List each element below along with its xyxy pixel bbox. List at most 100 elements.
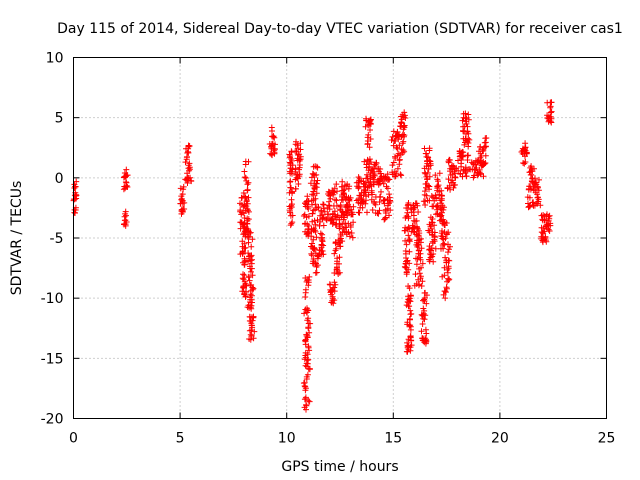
data-point (436, 170, 443, 177)
data-point (401, 132, 408, 139)
data-point (250, 335, 257, 342)
data-point (447, 243, 453, 250)
data-point (331, 297, 338, 304)
data-point (382, 215, 388, 222)
data-point (423, 330, 430, 337)
data-point (414, 242, 421, 249)
data-point (314, 255, 321, 262)
data-point (123, 182, 130, 189)
data-point (336, 269, 343, 276)
data-point (245, 216, 252, 223)
data-point (422, 202, 429, 208)
data-point (345, 229, 352, 235)
data-point (384, 185, 391, 192)
data-point (445, 176, 452, 183)
data-point (401, 148, 408, 155)
data-point (379, 177, 386, 184)
data-point (306, 366, 313, 373)
data-point (535, 187, 542, 194)
data-point (423, 300, 430, 307)
data-point (344, 210, 351, 217)
data-point (394, 165, 401, 172)
data-point (445, 249, 451, 256)
data-point (312, 195, 319, 202)
data-point (310, 236, 317, 243)
data-point (464, 152, 471, 159)
x-axis-label: GPS time / hours (281, 459, 398, 475)
data-point (339, 238, 346, 245)
data-point (327, 281, 334, 288)
data-point (243, 282, 250, 289)
data-point (398, 172, 405, 179)
data-point (245, 258, 251, 265)
data-point (297, 146, 304, 153)
data-point (289, 219, 296, 226)
data-point (314, 177, 321, 184)
data-point (461, 141, 468, 148)
data-point (340, 197, 346, 204)
data-point (123, 166, 130, 173)
data-point (450, 184, 457, 191)
data-point (248, 302, 255, 309)
data-point (296, 162, 303, 168)
data-point (528, 163, 535, 170)
data-point (438, 195, 445, 202)
data-point (433, 195, 440, 202)
data-point (548, 108, 555, 115)
data-point (522, 144, 529, 151)
data-point (344, 181, 351, 188)
data-point (301, 310, 308, 317)
data-point (247, 253, 254, 260)
data-point (306, 329, 313, 336)
data-point (441, 204, 447, 211)
data-point (242, 244, 249, 251)
data-point (367, 127, 373, 133)
data-point (297, 140, 304, 147)
data-point (419, 278, 426, 285)
data-point (246, 277, 253, 284)
data-point (445, 265, 452, 272)
data-point (247, 331, 254, 338)
data-point (396, 142, 403, 149)
data-point (481, 160, 488, 167)
data-point (406, 285, 413, 292)
data-point (476, 169, 483, 176)
data-point (182, 159, 189, 166)
data-point (406, 322, 413, 329)
data-point (418, 235, 424, 242)
data-point (244, 200, 251, 207)
data-point (465, 130, 472, 137)
data-point (311, 245, 318, 252)
data-point (440, 219, 447, 225)
data-point (441, 272, 448, 279)
data-point (371, 172, 378, 179)
data-point (425, 182, 432, 189)
data-point (442, 295, 449, 302)
data-point (333, 266, 340, 273)
axis-ticks: 0 5 10 15 20 25 -20 -15 -10 -5 0 5 10 (41, 51, 616, 447)
data-point (548, 99, 555, 106)
data-point (186, 167, 193, 174)
data-point (245, 208, 252, 215)
data-point (386, 200, 392, 207)
data-point (439, 209, 445, 216)
data-point (442, 235, 449, 242)
data-point (320, 222, 327, 229)
data-point (404, 348, 411, 355)
data-point (428, 245, 435, 251)
data-point (419, 260, 426, 267)
data-point (390, 159, 397, 166)
data-point (304, 360, 311, 367)
x-tick-label: 25 (598, 431, 616, 447)
data-point (271, 134, 278, 141)
data-point (451, 170, 458, 177)
data-point (535, 198, 542, 205)
data-point (313, 180, 320, 187)
data-point (434, 204, 441, 210)
data-point (424, 154, 431, 160)
data-point (304, 351, 311, 358)
data-point (309, 210, 316, 217)
data-point (350, 203, 357, 210)
data-point (418, 264, 424, 271)
